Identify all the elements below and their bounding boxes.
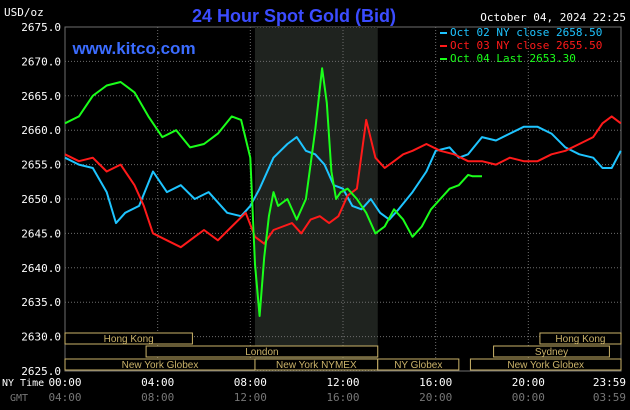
x-tick-gmt-label: 03:59 xyxy=(593,391,626,404)
x-tick-ny-label: 12:00 xyxy=(326,376,359,389)
y-tick-label: 2660.0 xyxy=(21,124,61,137)
y-tick-label: 2650.0 xyxy=(21,193,61,206)
market-sessions: Hong Kong Hong Kong London Sydney New York G… xyxy=(64,332,622,371)
ny-time-label: NY Time xyxy=(2,378,44,389)
session-hong-kong-late-label: Hong Kong xyxy=(555,334,605,345)
x-tick-gmt-label: 04:00 xyxy=(48,391,81,404)
x-tick-gmt-label: 12:00 xyxy=(234,391,267,404)
legend-entry: Oct 02 NY close 2658.50 xyxy=(450,26,602,39)
y-tick-label: 2675.0 xyxy=(21,21,61,34)
y-tick-label: 2635.0 xyxy=(21,296,61,309)
x-tick-ny-label: 23:59 xyxy=(593,376,626,389)
session-hong-kong-late-bar xyxy=(539,332,622,345)
x-tick-gmt-label: 08:00 xyxy=(141,391,174,404)
y-tick-label: 2630.0 xyxy=(21,331,61,344)
x-tick-ny-label: 20:00 xyxy=(512,376,545,389)
x-tick-ny-label: 16:00 xyxy=(419,376,452,389)
x-tick-gmt-label: 20:00 xyxy=(419,391,452,404)
y-tick-label: 2625.0 xyxy=(21,365,61,378)
session-london-bar xyxy=(145,345,379,358)
session-new-york-nymex-label: New York NYMEX xyxy=(276,360,357,371)
y-tick-label: 2665.0 xyxy=(21,90,61,103)
y-axis-unit: USD/oz xyxy=(4,6,44,19)
chart-title: 24 Hour Spot Gold (Bid) xyxy=(192,6,396,26)
gmt-label: GMT xyxy=(10,393,28,404)
session-ny-globex-label: NY Globex xyxy=(394,360,442,371)
session-sydney-label: Sydney xyxy=(535,347,568,358)
y-tick-label: 2655.0 xyxy=(21,159,61,172)
y-tick-label: 2645.0 xyxy=(21,227,61,240)
session-new-york-globex-late-label: New York Globex xyxy=(507,360,584,371)
session-sydney-bar xyxy=(493,345,610,358)
y-tick-label: 2670.0 xyxy=(21,55,61,68)
grid-lines xyxy=(65,26,621,372)
session-london-label: London xyxy=(245,347,278,358)
session-hong-kong-label: Hong Kong xyxy=(104,334,154,345)
x-axis-ticks: 00:00 04:00 08:00 12:00 16:00 20:00 23:59 04:00… xyxy=(48,376,626,404)
x-tick-gmt-label: 00:00 xyxy=(512,391,545,404)
chart-date: October 04, 2024 22:25 xyxy=(480,11,626,24)
session-new-york-globex-label: New York Globex xyxy=(122,360,199,371)
site-watermark: www.kitco.com xyxy=(71,39,195,58)
legend-entry: Oct 03 NY close 2655.50 xyxy=(450,39,602,52)
series-line-1 xyxy=(64,115,622,249)
x-tick-ny-label: 08:00 xyxy=(234,376,267,389)
y-axis-ticks: 2675.0 2670.0 2665.0 2660.0 2655.0 2650.0 2645… xyxy=(21,21,61,378)
series-line-2 xyxy=(64,67,482,317)
session-ny-globex-bar xyxy=(377,358,460,371)
legend-entry: Oct 04 Last 2653.30 xyxy=(450,52,576,65)
session-hong-kong-bar xyxy=(64,332,193,345)
session-new-york-globex-late-bar xyxy=(469,358,622,371)
price-series xyxy=(64,67,622,317)
x-tick-ny-label: 04:00 xyxy=(141,376,174,389)
x-tick-gmt-label: 16:00 xyxy=(326,391,359,404)
x-tick-ny-label: 00:00 xyxy=(48,376,81,389)
y-tick-label: 2640.0 xyxy=(21,262,61,275)
